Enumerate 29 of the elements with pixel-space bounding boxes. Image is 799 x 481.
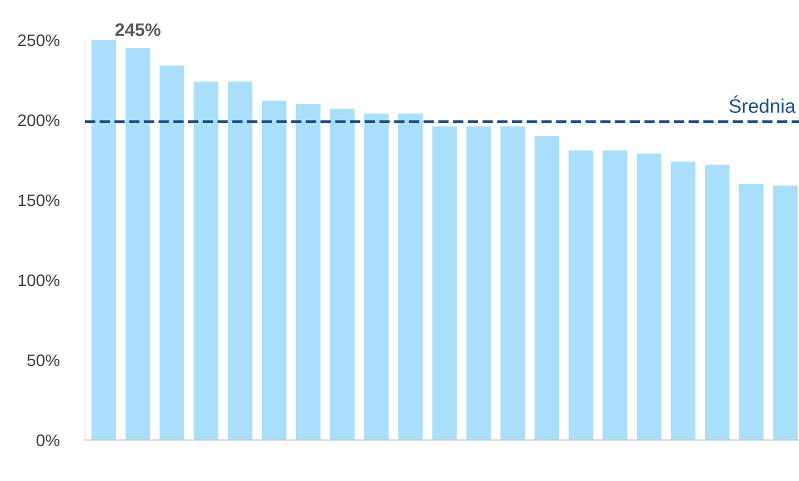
bar <box>160 66 184 440</box>
bar <box>364 114 389 440</box>
y-tick-label: 200% <box>18 114 60 126</box>
bar <box>534 136 560 440</box>
bar <box>398 114 423 440</box>
bar <box>466 126 491 440</box>
y-tick-label: 0% <box>36 434 60 446</box>
bar <box>228 82 252 440</box>
bar <box>670 162 696 440</box>
bar <box>296 104 320 440</box>
bar <box>91 40 116 440</box>
bar <box>602 150 628 440</box>
y-tick-label: 150% <box>18 194 60 206</box>
bar <box>194 82 218 440</box>
bar <box>636 154 662 440</box>
data-label: 245% <box>115 23 160 36</box>
bar <box>773 186 798 440</box>
y-tick-label: 250% <box>18 34 60 46</box>
y-tick-label: 100% <box>18 274 60 286</box>
y-tick-label: 50% <box>27 354 60 366</box>
ref-line-label: Średnia <box>729 95 796 113</box>
bar <box>432 126 457 440</box>
bar <box>568 150 594 440</box>
bar <box>126 48 150 440</box>
bar <box>500 126 525 440</box>
bar <box>330 108 355 440</box>
bar <box>262 100 286 440</box>
bar <box>704 164 730 440</box>
bar <box>739 184 764 440</box>
